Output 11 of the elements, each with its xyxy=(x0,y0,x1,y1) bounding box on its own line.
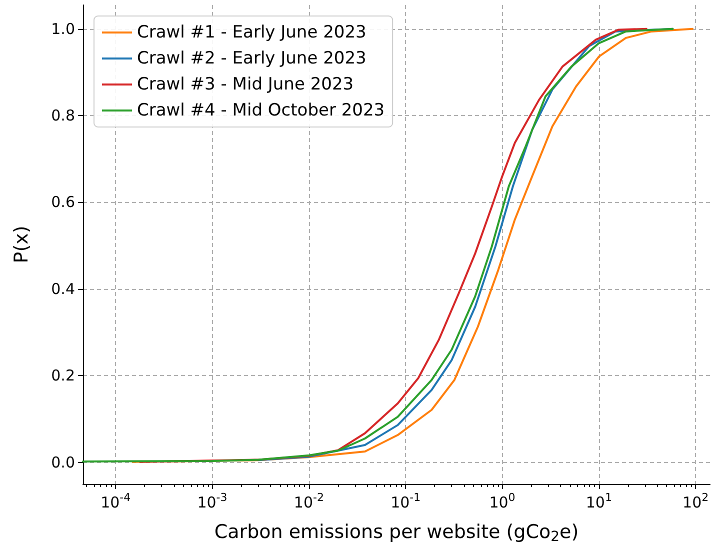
legend-label: Crawl #3 - Mid June 2023 xyxy=(137,74,354,94)
legend-label: Crawl #2 - Early June 2023 xyxy=(137,48,366,68)
legend-label: Crawl #1 - Early June 2023 xyxy=(137,22,366,42)
y-tick-label: 0.0 xyxy=(51,453,75,472)
legend-label: Crawl #4 - Mid October 2023 xyxy=(137,100,385,120)
y-tick-label: 1.0 xyxy=(51,20,75,38)
y-axis-title: P(x) xyxy=(10,226,32,264)
y-tick-label: 0.2 xyxy=(51,366,75,385)
y-tick-label: 0.8 xyxy=(51,106,75,125)
y-tick-label: 0.6 xyxy=(51,193,75,212)
y-tick-label: 0.4 xyxy=(51,280,75,298)
